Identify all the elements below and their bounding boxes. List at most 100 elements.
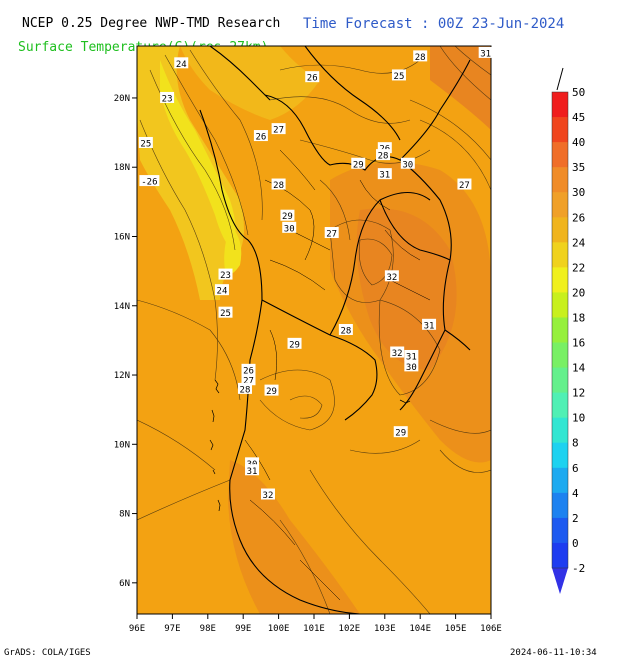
contour-label-bg <box>245 464 260 476</box>
colorbar-label: 18 <box>572 311 585 324</box>
colorbar-swatch <box>552 417 568 444</box>
colorbar-label: 22 <box>572 261 585 274</box>
lat-label: 16N <box>114 232 130 242</box>
lon-label: 102E <box>339 624 361 634</box>
contour-label-bg <box>384 270 399 282</box>
contour-label: 29 <box>289 340 300 350</box>
contour-label: 26 <box>243 366 254 376</box>
lon-label: 105E <box>445 624 467 634</box>
colorbar-swatch <box>552 217 568 243</box>
contour-label-bg <box>377 142 392 154</box>
contour-label: 26 <box>307 74 318 84</box>
contour-label-bg <box>393 426 408 438</box>
contour-label: 29 <box>395 429 406 439</box>
colorbar-label: 50 <box>572 86 585 99</box>
colorbar-label: 2 <box>572 512 579 525</box>
lon-label: 97E <box>164 624 180 634</box>
contour-label-bg <box>400 157 415 169</box>
contour-label: 27 <box>326 230 337 240</box>
colorbar-label: 16 <box>572 337 585 350</box>
contour-label: 29 <box>266 387 277 397</box>
contour-label-bg <box>241 363 256 375</box>
colorbar-label: 6 <box>572 462 579 475</box>
colorbar-bottom-triangle <box>552 568 568 594</box>
colorbar-top-arrow <box>556 67 564 91</box>
contour-label-bg <box>413 50 428 62</box>
contour-label: 28 <box>415 53 426 63</box>
lon-label: 104E <box>409 624 431 634</box>
map-area <box>137 46 491 614</box>
contour-label-bg <box>245 457 260 469</box>
contour-label-bg <box>282 221 297 233</box>
contour-label: 29 <box>353 160 364 170</box>
colorbar-label: 35 <box>572 161 585 174</box>
contour-label-bg <box>271 178 286 190</box>
contour-label-bg <box>260 488 275 500</box>
contour-label-bg <box>138 136 153 148</box>
colorbar-swatch <box>552 242 568 268</box>
contour-label-bg <box>253 130 268 142</box>
lon-label: 100E <box>268 624 290 634</box>
contour-label-bg <box>324 227 339 239</box>
colorbar-swatch <box>552 92 568 118</box>
lon-label: 99E <box>235 624 251 634</box>
contour-label: 30 <box>402 160 413 170</box>
contour-label-bg <box>351 157 366 169</box>
contour-label: 31 <box>406 352 417 362</box>
lon-label: 106E <box>480 624 502 634</box>
contour-label: 23 <box>162 94 173 104</box>
lat-label: 20N <box>114 94 130 104</box>
colorbar-swatch <box>552 192 568 218</box>
colorbar-swatch <box>552 142 568 168</box>
footer-credit: GrADS: COLA/IGES <box>4 648 91 658</box>
contour-label: 27 <box>273 126 284 136</box>
lat-label: 8N <box>119 510 130 520</box>
contour-label: 28 <box>273 181 284 191</box>
axis-labels: 96E 97E 98E 99E 100E 101E 102E 103E 104E 105E 106E… <box>114 94 502 634</box>
lon-label: 96E <box>129 624 145 634</box>
contour-label: 32 <box>386 273 397 283</box>
colorbar-label: 20 <box>572 286 585 299</box>
colorbar-swatch <box>552 117 568 143</box>
colorbar-swatch <box>552 542 568 569</box>
contour-label-bg <box>271 123 286 135</box>
contour-label: 27 <box>459 181 470 191</box>
lon-label: 98E <box>200 624 216 634</box>
contour-label-bg <box>478 46 493 58</box>
colorbar-label: 8 <box>572 437 579 450</box>
lat-label: 18N <box>114 163 130 173</box>
contour-label-bg <box>174 57 189 69</box>
contour-label-bg <box>218 268 233 280</box>
lat-label: 12N <box>114 371 130 381</box>
contour-label-bg <box>241 374 256 386</box>
colorbar-swatch <box>552 292 568 318</box>
contour-label: 31 <box>424 321 435 331</box>
contour-label-bg <box>422 318 437 330</box>
colorbar-swatch <box>552 392 568 419</box>
contour-label-bg <box>139 175 160 187</box>
contour-label-bg <box>287 337 302 349</box>
contour-label-bg <box>218 306 233 318</box>
contour-label-bg <box>338 324 353 335</box>
contour-label-bg <box>391 69 406 81</box>
lat-label: 6N <box>119 579 130 589</box>
lon-label: 103E <box>374 624 396 634</box>
contour-label-bg <box>160 91 175 103</box>
contour-label-bg <box>237 382 252 394</box>
colorbar-swatch <box>552 167 568 193</box>
forecast-time: Time Forecast : 00Z 23-Jun-2024 <box>303 16 565 32</box>
contour-label: 30 <box>406 363 417 373</box>
contour-label-bg <box>457 178 472 190</box>
contour-label: 31 <box>247 467 258 477</box>
colorbar-label: 0 <box>572 537 579 550</box>
colorbar-label: -2 <box>572 562 585 575</box>
colorbar-swatch <box>552 367 568 394</box>
contour-label-bg <box>280 209 295 221</box>
colorbar-swatch <box>552 267 568 293</box>
contour-label-bg <box>404 360 419 372</box>
contour-label: -26 <box>141 178 157 188</box>
contour-label-bg <box>404 349 419 361</box>
colorbar-label: 10 <box>572 412 585 425</box>
